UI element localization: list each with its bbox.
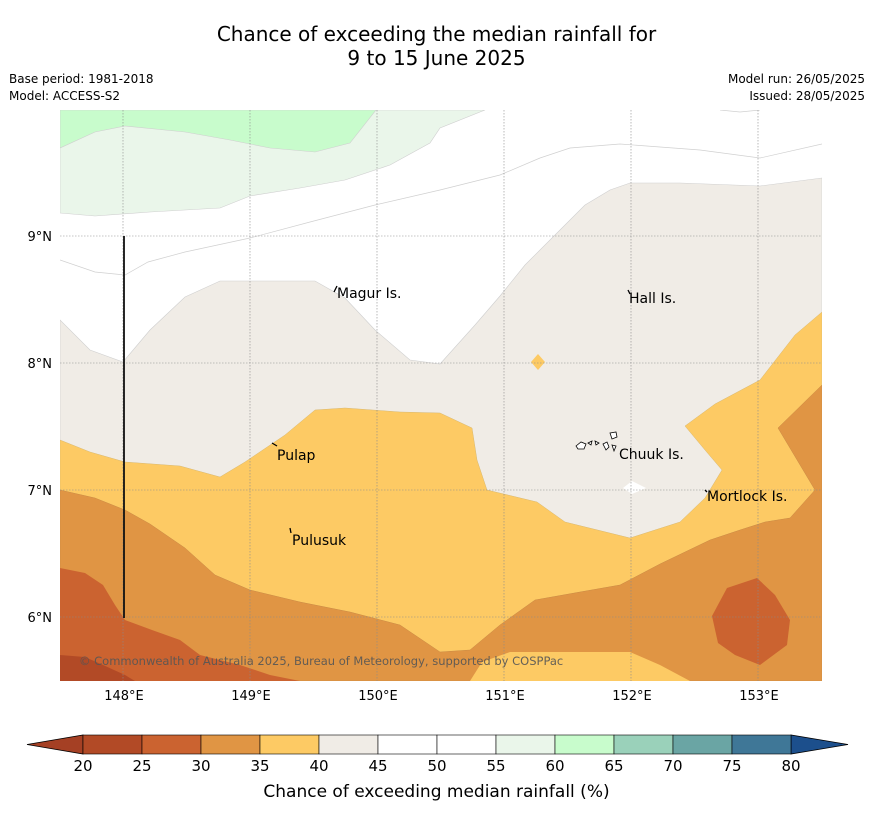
colorbar-segment-40-45 [318,734,379,755]
colorbar-segment-35-40 [259,734,320,755]
colorbar-segment-20-25 [82,734,143,755]
island-mark-hall [627,289,631,295]
colorbar-segment-75-80 [731,734,792,755]
place-label-mortlock: Mortlock Is. [707,489,787,505]
lat-tick-6: 6°N [28,611,53,626]
colorbar-segment-45-50 [377,734,438,755]
lat-tick-labels: 9°N 8°N 7°N 6°N [28,230,53,626]
base-period: Base period: 1981-2018 [9,72,154,86]
colorbar: 20 25 30 35 40 45 50 55 60 65 70 75 80 [26,734,849,775]
place-label-magur: Magur Is. [337,286,402,302]
colorbar-tick-25: 25 [132,757,151,775]
place-labels: Magur Is. Hall Is. Pulap Chuuk Is. Mortl… [277,286,787,549]
place-label-pulap: Pulap [277,448,316,464]
lon-tick-151: 151°E [485,689,525,704]
lon-tick-149: 149°E [231,689,271,704]
lon-tick-150: 150°E [358,689,398,704]
meta-right: Model run: 26/05/2025 Issued: 28/05/2025 [728,71,865,105]
colorbar-tick-50: 50 [427,757,446,775]
island-mark-pulusuk [289,527,292,534]
rainfall-contours [60,110,822,681]
colorbar-segment-65-70 [613,734,674,755]
colorbar-segment-70-75 [672,734,733,755]
chuuk-lagoon-islands [575,431,618,453]
colorbar-segment-30-35 [200,734,261,755]
colorbar-segment-50-55 [436,734,497,755]
colorbar-under-arrow [26,734,84,755]
colorbar-tick-35: 35 [250,757,269,775]
colorbar-tick-40: 40 [309,757,328,775]
contour-30-35 [60,384,822,681]
colorbar-tick-70: 70 [663,757,682,775]
contour-25-30 [60,568,300,681]
place-label-chuuk: Chuuk Is. [619,447,684,463]
contour-60-65 [60,110,377,153]
place-label-pulusuk: Pulusuk [292,533,347,549]
island-mark-magur [333,285,338,293]
map-gridlines [60,110,822,681]
lon-tick-labels: 148°E 149°E 150°E 151°E 152°E 153°E [104,689,779,704]
colorbar-over-arrow [790,734,849,755]
map-title-line1: Chance of exceeding the median rainfall … [216,22,657,46]
colorbar-label: Chance of exceeding median rainfall (%) [263,782,610,802]
map-title-line2: 9 to 15 June 2025 [347,46,526,70]
model-name: Model: ACCESS-S2 [9,89,121,103]
lat-tick-7: 7°N [28,484,53,499]
colorbar-tick-65: 65 [604,757,623,775]
colorbar-tick-60: 60 [545,757,564,775]
lon-tick-152: 152°E [612,689,652,704]
colorbar-tick-20: 20 [73,757,92,775]
model-run: Model run: 26/05/2025 [727,72,865,86]
island-mark-mortlock [704,489,708,493]
colorbar-segment-55-60 [495,734,556,755]
colorbar-tick-45: 45 [368,757,387,775]
island-mark-pulap [271,442,278,447]
map-title: Chance of exceeding the median rainfall … [0,22,873,70]
colorbar-segment-25-30 [141,734,202,755]
colorbar-segment-60-65 [554,734,615,755]
colorbar-tick-75: 75 [722,757,741,775]
issued-date: Issued: 28/05/2025 [749,89,865,103]
place-label-hall: Hall Is. [629,291,676,307]
colorbar-tick-30: 30 [191,757,210,775]
copyright-notice: © Commonwealth of Australia 2025, Bureau… [79,654,563,668]
lat-tick-8: 8°N [28,357,53,372]
meta-left: Base period: 1981-2018 Model: ACCESS-S2 [9,71,154,105]
contour-55-60 [60,110,486,217]
lon-tick-148: 148°E [104,689,144,704]
lon-tick-153: 153°E [739,689,779,704]
colorbar-tick-80: 80 [781,757,800,775]
colorbar-tick-55: 55 [486,757,505,775]
lat-tick-9: 9°N [28,230,53,245]
island-markers [271,285,708,534]
